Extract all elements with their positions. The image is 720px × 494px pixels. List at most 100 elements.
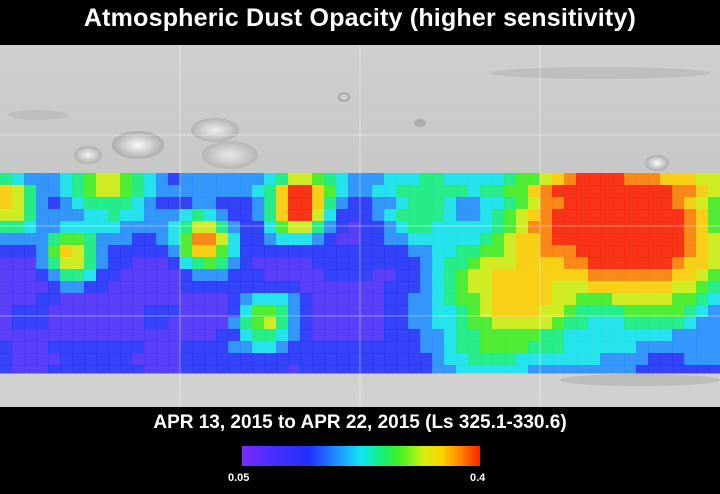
opacity-cell xyxy=(288,305,301,318)
opacity-cell xyxy=(84,209,97,222)
opacity-cell xyxy=(60,185,73,198)
opacity-cell xyxy=(228,353,241,366)
opacity-cell xyxy=(684,305,697,318)
opacity-cell xyxy=(708,209,720,222)
opacity-cell xyxy=(120,221,133,234)
opacity-cell xyxy=(420,353,433,366)
opacity-cell xyxy=(588,269,601,282)
opacity-cell xyxy=(204,281,217,294)
opacity-cell xyxy=(624,329,637,342)
opacity-cell xyxy=(552,221,565,234)
opacity-cell xyxy=(108,317,121,330)
opacity-cell xyxy=(504,341,517,354)
opacity-cell xyxy=(0,185,13,198)
opacity-cell xyxy=(156,341,169,354)
opacity-cell xyxy=(624,257,637,270)
opacity-cell xyxy=(468,281,481,294)
opacity-cell xyxy=(288,365,301,374)
opacity-cell xyxy=(588,245,601,258)
opacity-cell xyxy=(168,185,181,198)
opacity-cell xyxy=(276,185,289,198)
opacity-cell xyxy=(240,305,253,318)
opacity-cell xyxy=(108,257,121,270)
opacity-cell xyxy=(96,209,109,222)
opacity-cell xyxy=(408,365,421,374)
opacity-cell xyxy=(432,281,445,294)
opacity-cell xyxy=(636,221,649,234)
opacity-cell xyxy=(72,245,85,258)
opacity-cell xyxy=(696,341,709,354)
opacity-cell xyxy=(144,233,157,246)
opacity-cell xyxy=(300,305,313,318)
opacity-cell xyxy=(384,305,397,318)
opacity-cell xyxy=(432,365,445,374)
opacity-cell xyxy=(72,221,85,234)
opacity-cell xyxy=(276,221,289,234)
opacity-cell xyxy=(564,209,577,222)
opacity-cell xyxy=(228,341,241,354)
opacity-cell xyxy=(648,365,661,374)
opacity-cell xyxy=(672,185,685,198)
opacity-cell xyxy=(168,341,181,354)
opacity-cell xyxy=(600,305,613,318)
opacity-cell xyxy=(156,233,169,246)
opacity-cell xyxy=(204,353,217,366)
opacity-cell xyxy=(0,293,13,306)
opacity-cell xyxy=(708,365,720,374)
opacity-cell xyxy=(12,245,25,258)
opacity-cell xyxy=(648,317,661,330)
opacity-cell xyxy=(84,329,97,342)
opacity-cell xyxy=(228,281,241,294)
opacity-cell xyxy=(240,341,253,354)
opacity-cell xyxy=(120,341,133,354)
opacity-cell xyxy=(420,197,433,210)
opacity-cell xyxy=(408,257,421,270)
opacity-cell xyxy=(696,317,709,330)
opacity-cell xyxy=(552,281,565,294)
opacity-cell xyxy=(684,293,697,306)
opacity-cell xyxy=(288,293,301,306)
opacity-cell xyxy=(60,305,73,318)
opacity-cell xyxy=(348,365,361,374)
opacity-cell xyxy=(696,221,709,234)
opacity-cell xyxy=(12,317,25,330)
opacity-cell xyxy=(660,353,673,366)
opacity-cell xyxy=(504,281,517,294)
opacity-cell xyxy=(468,269,481,282)
opacity-cell xyxy=(264,329,277,342)
opacity-cell xyxy=(636,233,649,246)
opacity-cell xyxy=(624,293,637,306)
opacity-cell xyxy=(636,245,649,258)
opacity-cell xyxy=(312,233,325,246)
opacity-cell xyxy=(372,293,385,306)
opacity-cell xyxy=(456,329,469,342)
opacity-cell xyxy=(432,233,445,246)
opacity-cell xyxy=(144,257,157,270)
opacity-cell xyxy=(288,341,301,354)
opacity-cell xyxy=(504,257,517,270)
opacity-cell xyxy=(96,305,109,318)
opacity-cell xyxy=(672,257,685,270)
opacity-cell xyxy=(312,245,325,258)
opacity-cell xyxy=(312,269,325,282)
opacity-cell xyxy=(108,197,121,210)
opacity-cell xyxy=(24,257,37,270)
opacity-cell xyxy=(360,353,373,366)
opacity-cell xyxy=(516,185,529,198)
opacity-cell xyxy=(12,197,25,210)
opacity-cell xyxy=(576,353,589,366)
opacity-cell xyxy=(408,353,421,366)
opacity-cell xyxy=(84,233,97,246)
opacity-cell xyxy=(132,365,145,374)
opacity-cell xyxy=(144,269,157,282)
opacity-cell xyxy=(588,281,601,294)
opacity-cell xyxy=(120,185,133,198)
opacity-cell xyxy=(684,329,697,342)
opacity-cell xyxy=(84,221,97,234)
opacity-cell xyxy=(336,353,349,366)
opacity-cell xyxy=(180,293,193,306)
opacity-cell xyxy=(456,317,469,330)
opacity-cell xyxy=(36,257,49,270)
opacity-cell xyxy=(528,185,541,198)
opacity-cell xyxy=(576,341,589,354)
